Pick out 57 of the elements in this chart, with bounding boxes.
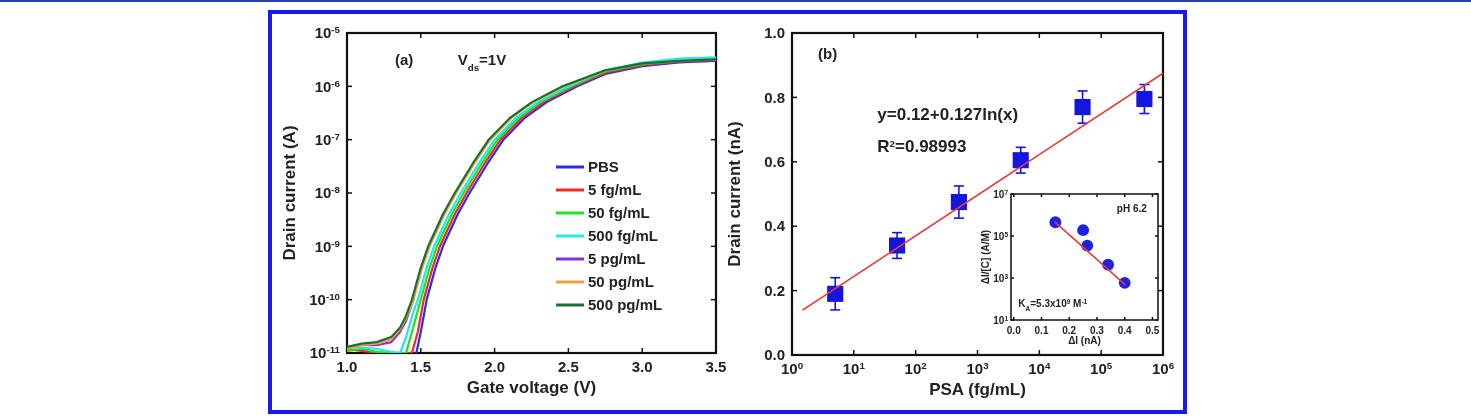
x-tick-label: 1.5: [410, 358, 432, 375]
legend-label: 5 fg/mL: [588, 181, 642, 198]
y-tick-label: 0.8: [764, 88, 785, 106]
point: [1074, 99, 1091, 116]
x-tick-label: 0.4: [1117, 325, 1133, 336]
y-tick-label: 1.0: [764, 24, 785, 42]
x-axis-title: PSA (fg/mL): [929, 380, 1026, 399]
legend-label: 500 fg/mL: [588, 227, 659, 244]
legend-label: 50 fg/mL: [588, 204, 650, 221]
legend-label: PBS: [588, 158, 619, 175]
y-tick-label: 10$^{-10}$: [309, 290, 341, 308]
x-axis-title: ΔI (nA): [1068, 335, 1101, 346]
y-tick-label: 10$^{3}$: [993, 272, 1009, 284]
legend-label: 500 pg/mL: [588, 296, 663, 313]
point: [1012, 152, 1029, 169]
y-tick-label: 10$^{-9}$: [314, 237, 341, 255]
legend-label: 5 pg/mL: [588, 250, 646, 267]
x-tick-label: 2.0: [484, 358, 506, 375]
x-tick-label: 0.3: [1090, 325, 1105, 336]
y-tick-label: 10$^{5}$: [993, 230, 1009, 242]
point: [1077, 224, 1090, 237]
annotation: pH 6.2: [1116, 202, 1148, 214]
x-tick-label: 10$^{5}$: [1090, 359, 1113, 377]
x-tick-label: 0.5: [1145, 325, 1160, 336]
x-tick-label: 0.2: [1062, 325, 1077, 336]
y-tick-label: 0.6: [764, 153, 785, 171]
y-tick-label: 10$^{-7}$: [314, 130, 340, 148]
y-tick-label: 10$^{7}$: [993, 188, 1009, 200]
point: [827, 285, 844, 302]
y-tick-label: 10$^{-5}$: [314, 23, 341, 42]
y-tick-label: 10$^{1}$: [993, 314, 1009, 326]
legend-label: 50 pg/mL: [588, 273, 654, 290]
annotation: y=0.12+0.127ln(x): [877, 104, 1019, 124]
x-tick-label: 10$^{1}$: [842, 359, 866, 377]
x-tick-label: 3.5: [705, 358, 727, 375]
x-tick-label: 10$^{6}$: [1151, 359, 1175, 377]
x-tick-label: 2.5: [557, 358, 579, 375]
point: [1136, 90, 1153, 108]
y-axis-title: ΔI/[C] (A/M): [980, 229, 991, 285]
annotation: K$_{A}$=5.3x10$^{9}$ M$^{-1}$: [1018, 297, 1088, 312]
x-tick-label: 0.1: [1034, 325, 1049, 336]
x-tick-label: 0.0: [1006, 325, 1022, 336]
x-axis-title: Gate voltage (V): [466, 378, 597, 397]
y-tick-label: 10$^{-8}$: [314, 183, 341, 202]
y-tick-label: 10$^{-6}$: [314, 77, 341, 95]
y-axis-title: Drain current (nA): [725, 121, 744, 267]
y-axis-title: Drain current (A): [280, 125, 299, 261]
x-tick-label: 3.0: [631, 358, 653, 375]
x-tick-label: 10$^{4}$: [1028, 359, 1051, 377]
annotation: (a): [394, 51, 414, 68]
annotation: (b): [817, 44, 838, 62]
y-tick-label: 0.2: [764, 281, 785, 299]
x-tick-label: 10$^{3}$: [966, 359, 990, 377]
x-tick-label: 10$^{2}$: [904, 359, 928, 377]
annotation: V$_{ds}$=1V: [457, 51, 507, 73]
annotation: R$^{2}$=0.98993: [877, 137, 967, 157]
y-tick-label: 0.4: [764, 217, 786, 235]
